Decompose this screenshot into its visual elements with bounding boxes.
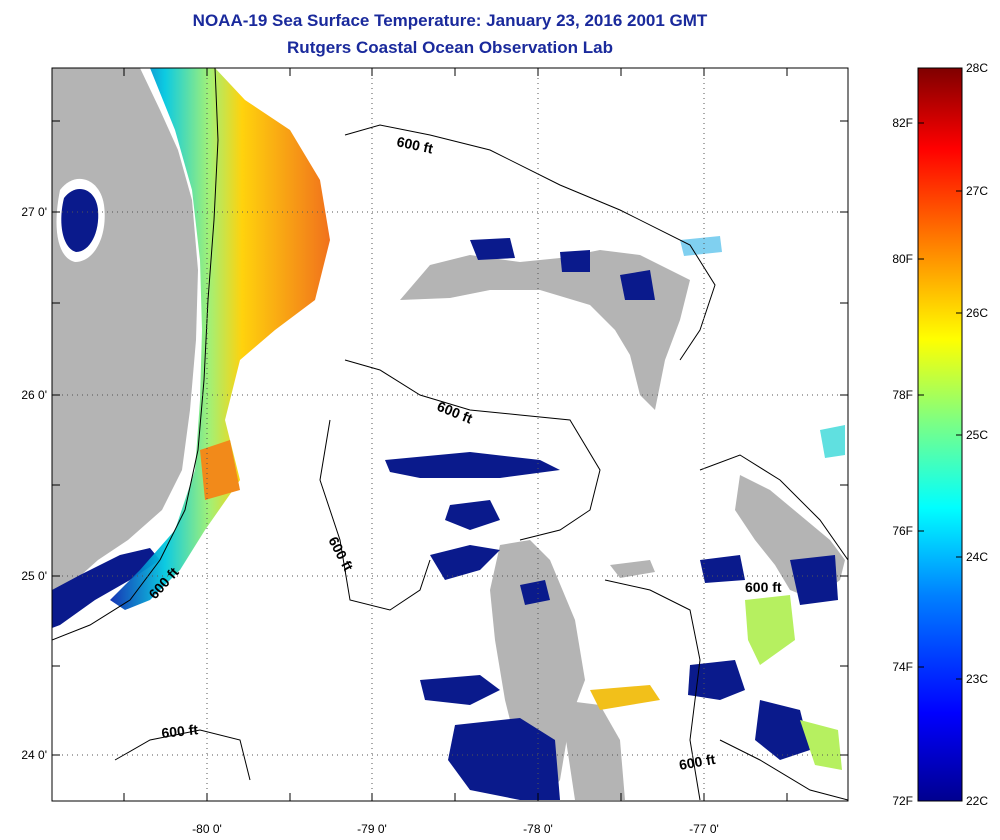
colorbar: [917, 67, 963, 802]
cold-water-patches: [385, 238, 838, 800]
isobath-label: 600 ft: [745, 579, 782, 595]
gulf-stream: [110, 68, 330, 610]
lon-label: -79 0': [357, 822, 387, 836]
cb-celsius-label: 22C: [966, 794, 988, 808]
bimini-land: [610, 560, 655, 578]
lat-label: 27 0': [21, 205, 47, 219]
cb-celsius-label: 28C: [966, 61, 988, 75]
grand-bahama-land: [400, 250, 690, 410]
cb-celsius-label: 27C: [966, 184, 988, 198]
isobath-south: [604, 579, 701, 801]
lon-label: -77 0': [689, 822, 719, 836]
map-subtitle: Rutgers Coastal Ocean Observation Lab: [287, 38, 613, 57]
warm-water-patches: [200, 236, 845, 770]
isobath-label: 600 ft: [395, 133, 434, 156]
cb-fahrenheit-label: 72F: [892, 794, 913, 808]
lake-cold-water: [61, 188, 99, 252]
andros-south-land: [560, 700, 625, 800]
graticule: [52, 68, 848, 801]
isobath-east: [699, 454, 848, 561]
isobath-label: 600 ft: [161, 721, 199, 741]
map-title: NOAA-19 Sea Surface Temperature: January…: [192, 11, 708, 30]
isobath-contours: [52, 68, 848, 801]
cb-fahrenheit-label: 74F: [892, 660, 913, 674]
lat-label: 24 0': [21, 748, 47, 762]
axis-ticks: [52, 68, 848, 801]
lon-label: -78 0': [523, 822, 553, 836]
lat-label: 25 0': [21, 569, 47, 583]
cb-fahrenheit-label: 76F: [892, 524, 913, 538]
lon-label: -80 0': [192, 822, 222, 836]
isobath-andros-west: [319, 419, 431, 611]
cb-celsius-label: 24C: [966, 550, 988, 564]
isobath-southwest: [114, 729, 251, 781]
cb-celsius-label: 23C: [966, 672, 988, 686]
cb-celsius-label: 25C: [966, 428, 988, 442]
cb-celsius-label: 26C: [966, 306, 988, 320]
map-frame: [51, 67, 849, 802]
cb-fahrenheit-label: 80F: [892, 252, 913, 266]
cb-fahrenheit-label: 82F: [892, 116, 913, 130]
lat-label: 26 0': [21, 388, 47, 402]
cb-fahrenheit-label: 78F: [892, 388, 913, 402]
isobath-great-bahama: [344, 359, 601, 541]
isobath-florida: [52, 68, 219, 641]
florida-keys: [52, 548, 160, 628]
isobath-little-bahama: [344, 124, 716, 361]
isobath-label: 600 ft: [678, 751, 717, 773]
colorbar-ticks: [918, 67, 962, 802]
isobath-southeast: [719, 739, 848, 801]
